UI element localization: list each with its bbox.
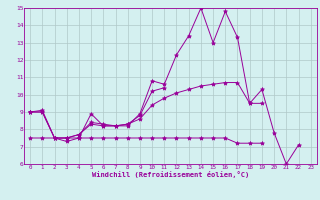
X-axis label: Windchill (Refroidissement éolien,°C): Windchill (Refroidissement éolien,°C)	[92, 171, 249, 178]
